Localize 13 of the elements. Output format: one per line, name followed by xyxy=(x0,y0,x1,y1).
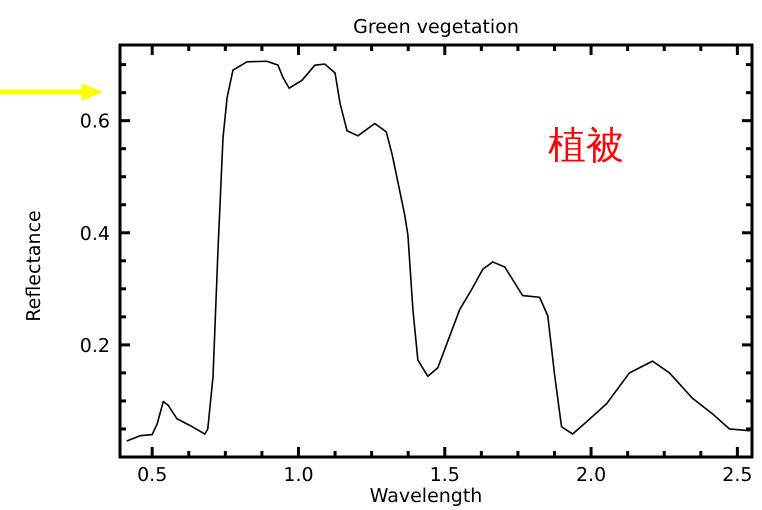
y-tick-label: 0.2 xyxy=(80,334,110,357)
x-tick-label: 2.5 xyxy=(722,464,752,486)
y-axis-title: Reflectance xyxy=(23,210,45,322)
y-tick-label: 0.6 xyxy=(80,110,110,133)
x-axis-title: Wavelength xyxy=(370,485,482,507)
annotation: 植被 xyxy=(548,123,624,167)
line-series xyxy=(126,60,750,442)
x-tick-label: 2.0 xyxy=(576,464,606,486)
x-tick-label: 0.5 xyxy=(137,464,168,486)
y-tick-label: 0.4 xyxy=(80,222,110,245)
chart-title: Green vegetation xyxy=(353,16,519,38)
x-tick-label: 1.5 xyxy=(430,464,460,486)
x-tick-label: 1.0 xyxy=(283,464,314,486)
